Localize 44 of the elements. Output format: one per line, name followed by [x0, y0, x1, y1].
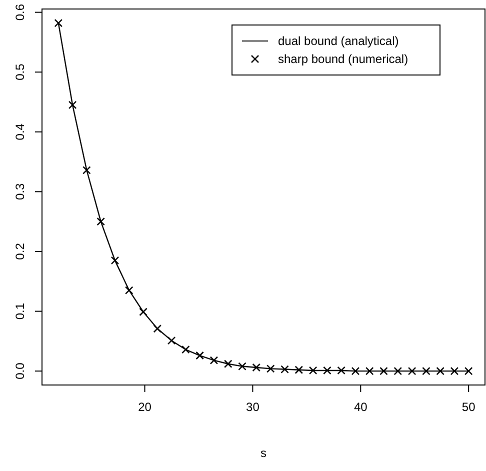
point — [153, 324, 162, 333]
y-tick-label: 0.1 — [13, 302, 27, 320]
point — [365, 366, 374, 376]
point — [110, 256, 120, 265]
y-tick-label: 0.2 — [13, 242, 27, 260]
point — [139, 308, 148, 316]
point — [294, 366, 304, 374]
point — [238, 362, 246, 370]
point — [308, 366, 318, 375]
point — [280, 365, 289, 374]
point — [450, 366, 459, 376]
point — [96, 217, 105, 226]
legend-label: dual bound (analytical) — [278, 34, 399, 48]
point — [54, 18, 63, 28]
point — [351, 366, 360, 376]
x-axis-title: s — [260, 446, 266, 460]
point — [167, 336, 176, 345]
x-tick-label: 30 — [246, 400, 260, 414]
point — [464, 366, 473, 376]
point — [337, 366, 346, 375]
point — [82, 166, 91, 174]
x-tick-label: 20 — [138, 400, 152, 414]
point — [68, 100, 77, 110]
point — [323, 366, 332, 375]
point — [380, 366, 388, 376]
point — [252, 363, 261, 372]
point — [196, 351, 204, 360]
legend-label: sharp bound (numerical) — [278, 52, 408, 66]
point — [436, 366, 444, 376]
point — [124, 286, 134, 294]
y-tick-label: 0.3 — [13, 183, 27, 200]
x-tick-label: 50 — [462, 400, 476, 414]
point — [408, 366, 416, 376]
point — [394, 366, 402, 376]
point — [266, 364, 275, 373]
y-tick-label: 0.6 — [13, 4, 27, 21]
point — [224, 360, 232, 368]
point — [422, 366, 430, 376]
y-tick-label: 0.4 — [13, 123, 27, 140]
y-tick-label: 0.0 — [13, 362, 27, 380]
y-tick-label: 0.5 — [13, 63, 27, 80]
point — [210, 356, 218, 364]
point — [182, 345, 190, 354]
x-tick-label: 40 — [354, 400, 368, 414]
